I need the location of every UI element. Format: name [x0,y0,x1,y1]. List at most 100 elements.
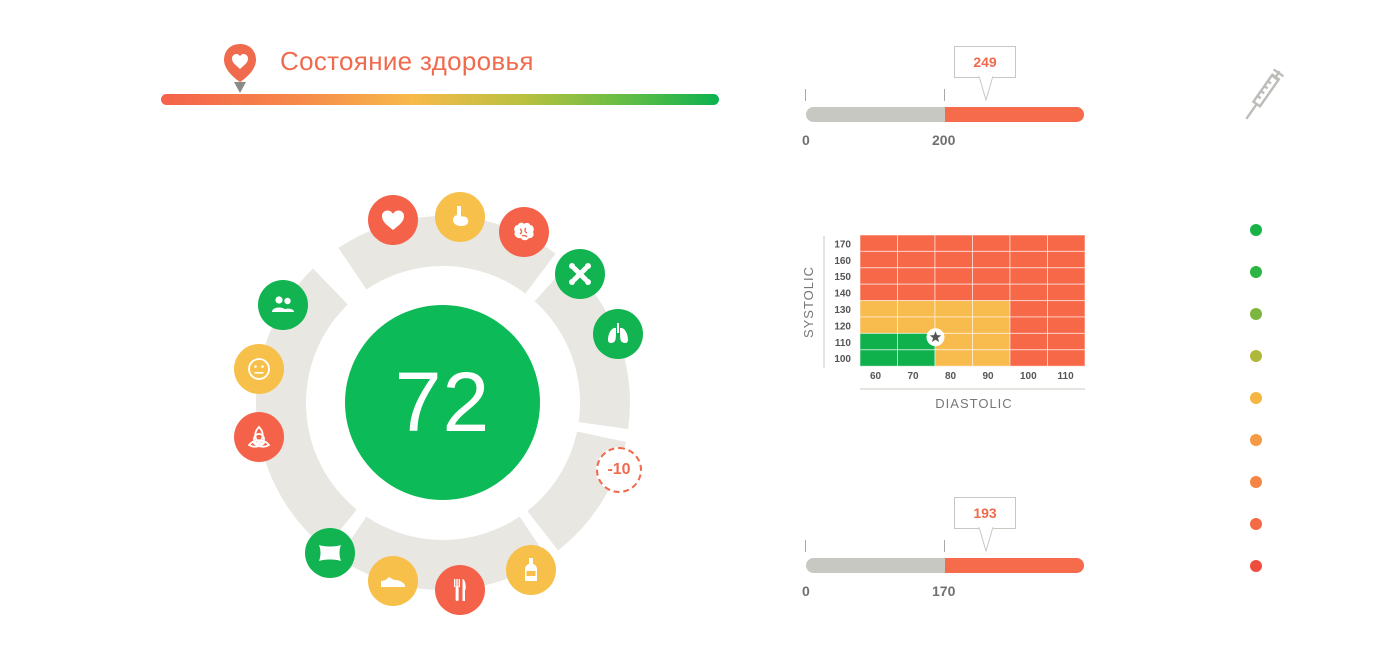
score-delta-badge[interactable]: -10 [596,447,642,493]
bp-grid-cell [972,300,1011,318]
bp-grid-cell [934,234,973,252]
bp-grid-cell [1047,250,1086,269]
bp-grid-cell [897,250,936,269]
bp-grid-cell [1009,349,1048,367]
bp-grid-cell [1009,250,1048,269]
brain-icon[interactable] [499,207,549,257]
diastolic-tick-label: 70 [908,371,920,382]
status-dot [1250,434,1262,446]
bottom-bar-threshold-tick [944,540,945,552]
bottom-metric-bar [806,558,1084,573]
bp-grid-cell [897,234,936,252]
status-dot [1250,266,1262,278]
bp-grid-cell [1047,332,1086,351]
top-metric-bar-excess [945,107,1084,122]
status-dot [1250,518,1262,530]
bp-grid-cell [859,316,898,334]
bp-grid-cell [1009,234,1048,252]
systolic-tick-label: 160 [834,256,851,267]
systolic-tick-label: 150 [834,272,851,283]
syringe-icon [1245,68,1285,120]
diastolic-tick-label: 80 [945,371,957,382]
bp-grid-cell [972,283,1011,302]
bp-grid-cell [972,332,1011,351]
top-bar-threshold-tick [944,89,945,101]
bp-grid-cell [859,332,898,351]
heart-icon[interactable] [368,195,418,245]
diastolic-tick-label: 100 [1020,371,1037,382]
bp-grid-cell [859,300,898,318]
systolic-tick-label: 140 [834,289,851,300]
top-metric-value: 249 [973,54,997,70]
bp-grid-cell [897,349,936,367]
bp-grid-cell [897,283,936,302]
top-callout-tail [978,76,994,102]
bp-grid-cell [1047,283,1086,302]
top-metric-value-callout: 249 [954,46,1016,78]
health-score: 72 [345,305,540,500]
bp-grid-cell [972,234,1011,252]
top-metric-bar [806,107,1084,122]
bp-grid-cell [1047,267,1086,285]
bp-grid-cell [972,250,1011,269]
status-dot [1250,560,1262,572]
fork-knife-icon[interactable] [435,565,485,615]
diastolic-axis-title: DIASTOLIC [935,396,1012,411]
systolic-tick-label: 170 [834,239,851,250]
bp-marker-star[interactable] [926,328,945,347]
status-dot [1250,350,1262,362]
bottom-metric-value-callout: 193 [954,497,1016,529]
systolic-tick-label: 110 [835,338,852,349]
bottom-bar-threshold-label: 170 [932,583,956,599]
top-bar-min-tick [805,89,806,101]
people-icon[interactable] [258,280,308,330]
stomach-icon[interactable] [435,192,485,242]
diastolic-tick-label: 110 [1058,371,1075,382]
bp-grid-cell [1047,234,1086,252]
bp-grid-cell [934,300,973,318]
bp-grid-cell [1009,283,1048,302]
top-bar-threshold-label: 200 [932,132,956,148]
diastolic-tick-label: 90 [983,371,995,382]
health-gradient-bar [161,94,719,105]
bp-grid-cell [897,267,936,285]
neutral-face-icon[interactable] [234,344,284,394]
page-title: Состояние здоровья [280,46,534,76]
bottle-icon[interactable] [506,545,556,595]
bottom-bar-min-tick [805,540,806,552]
trinity-knot-icon[interactable] [234,412,284,462]
pillow-icon[interactable] [305,528,355,578]
status-dot [1250,224,1262,236]
bone-icon[interactable] [555,249,605,299]
diastolic-tick-label: 60 [870,371,882,382]
top-bar-min-label: 0 [802,132,810,148]
heart-pin-icon [222,42,258,94]
bp-grid-cell [897,300,936,318]
systolic-tick-label: 100 [834,354,851,365]
lungs-icon[interactable] [593,309,643,359]
status-dot [1250,392,1262,404]
status-dot [1250,308,1262,320]
systolic-tick-label: 130 [834,305,851,316]
bp-grid-cell [934,283,973,302]
score-delta-value: -10 [607,461,631,478]
bottom-metric-value: 193 [973,505,997,521]
bp-grid-cell [859,267,898,285]
bp-grid-cell [1047,300,1086,318]
bp-grid-cell [1009,300,1048,318]
bottom-metric-bar-excess [945,558,1084,573]
bp-grid-cell [1047,349,1086,367]
wheel-ring-segment [256,268,357,549]
bottom-bar-min-label: 0 [802,583,810,599]
bp-grid-cell [859,234,898,252]
bp-grid-cell [859,250,898,269]
bp-grid-cell [1009,267,1048,285]
systolic-tick-label: 120 [834,321,851,332]
bp-grid-cell [859,349,898,367]
bp-grid-cell [972,349,1011,367]
bottom-callout-tail [978,527,994,553]
bp-grid-cell [972,267,1011,285]
sneaker-icon[interactable] [368,556,418,606]
systolic-axis-title: SYSTOLIC [801,266,816,338]
